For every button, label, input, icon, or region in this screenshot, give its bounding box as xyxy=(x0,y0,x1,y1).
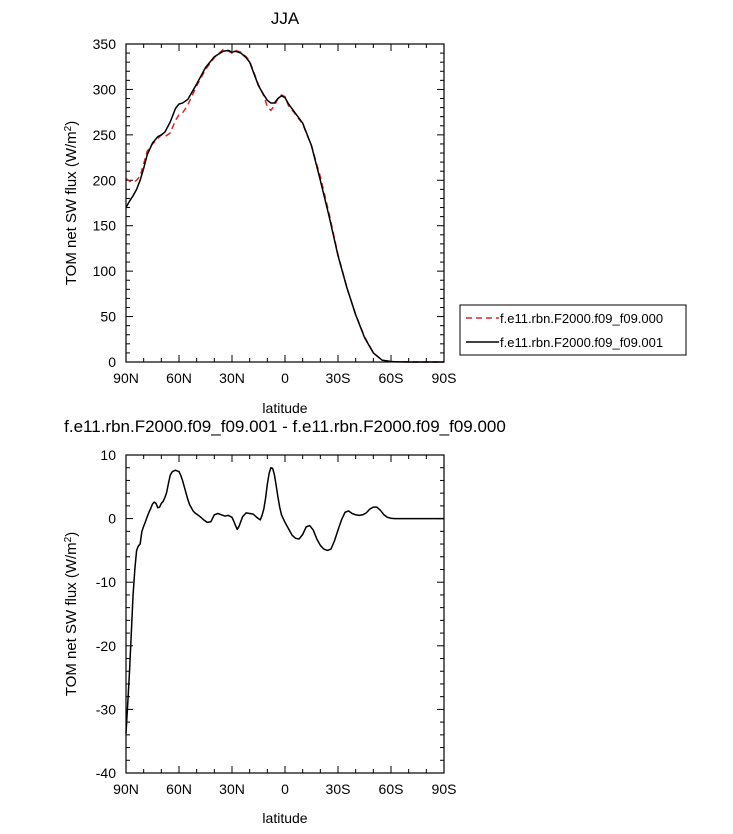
top-chart-frame xyxy=(125,43,445,363)
top-chart-x-axis-label: latitude xyxy=(262,400,307,416)
top-chart-series-line-black xyxy=(125,49,444,363)
bottom-chart-title: f.e11.rbn.F2000.f09_f09.001 - f.e11.rbn.… xyxy=(64,417,506,436)
bottom-chart-y-tick-label: 0 xyxy=(108,511,116,527)
legend-label-red: f.e11.rbn.F2000.f09_f09.000 xyxy=(500,311,663,326)
bottom-chart-x-tick-label: 90N xyxy=(113,781,139,797)
top-chart-y-tick-label: 0 xyxy=(108,354,116,370)
bottom-chart-x-tick-label: 30S xyxy=(326,781,351,797)
top-chart-y-tick-label: 250 xyxy=(93,127,117,143)
bottom-chart-y-tick-label: -10 xyxy=(96,574,116,590)
top-chart-y-tick-label: 50 xyxy=(100,309,116,325)
bottom-chart-y-tick-label: -20 xyxy=(96,638,116,654)
bottom-chart-x-tick-label: 90S xyxy=(432,781,457,797)
top-chart-y-tick-label: 100 xyxy=(93,263,117,279)
bottom-chart-x-tick-label: 60N xyxy=(166,781,192,797)
top-chart-y-tick-label: 200 xyxy=(93,172,117,188)
legend-box xyxy=(459,304,687,356)
bottom-chart-frame xyxy=(125,454,445,774)
top-chart-x-tick-label: 30N xyxy=(219,370,245,386)
bottom-chart-x-tick-label: 30N xyxy=(219,781,245,797)
bottom-chart-y-tick-label: 10 xyxy=(100,447,116,463)
legend-label-black: f.e11.rbn.F2000.f09_f09.001 xyxy=(500,335,663,350)
top-chart-x-tick-label: 90S xyxy=(432,370,457,386)
legend: f.e11.rbn.F2000.f09_f09.000 f.e11.rbn.F2… xyxy=(459,304,687,356)
top-chart-title: JJA xyxy=(271,9,300,28)
top-chart-y-tick-label: 350 xyxy=(93,36,117,52)
top-chart-y-tick-label: 300 xyxy=(93,81,117,97)
bottom-chart: f.e11.rbn.F2000.f09_f09.001 - f.e11.rbn.… xyxy=(63,417,506,826)
top-chart: JJA TOM net SW flux (W/m2) latitude 90N 6… xyxy=(63,9,457,416)
top-chart-y-axis-label: TOM net SW flux (W/m2) xyxy=(63,121,81,285)
top-chart-x-tick-label: 0 xyxy=(281,370,289,386)
bottom-chart-x-tick-label: 60S xyxy=(379,781,404,797)
top-chart-x-tick-label: 30S xyxy=(326,370,351,386)
bottom-chart-y-tick-label: -40 xyxy=(96,765,116,781)
top-chart-x-tick-label: 60S xyxy=(379,370,404,386)
top-chart-series-line-red xyxy=(125,48,444,363)
top-chart-x-tick-label: 90N xyxy=(113,370,139,386)
bottom-chart-series-line-black xyxy=(125,466,444,734)
top-chart-x-tick-label: 60N xyxy=(166,370,192,386)
bottom-chart-y-tick-label: -30 xyxy=(96,701,116,717)
bottom-chart-y-axis-label: TOM net SW flux (W/m2) xyxy=(63,532,81,696)
bottom-chart-x-tick-label: 0 xyxy=(281,781,289,797)
top-chart-y-tick-label: 150 xyxy=(93,218,117,234)
bottom-chart-x-axis-label: latitude xyxy=(262,810,307,826)
